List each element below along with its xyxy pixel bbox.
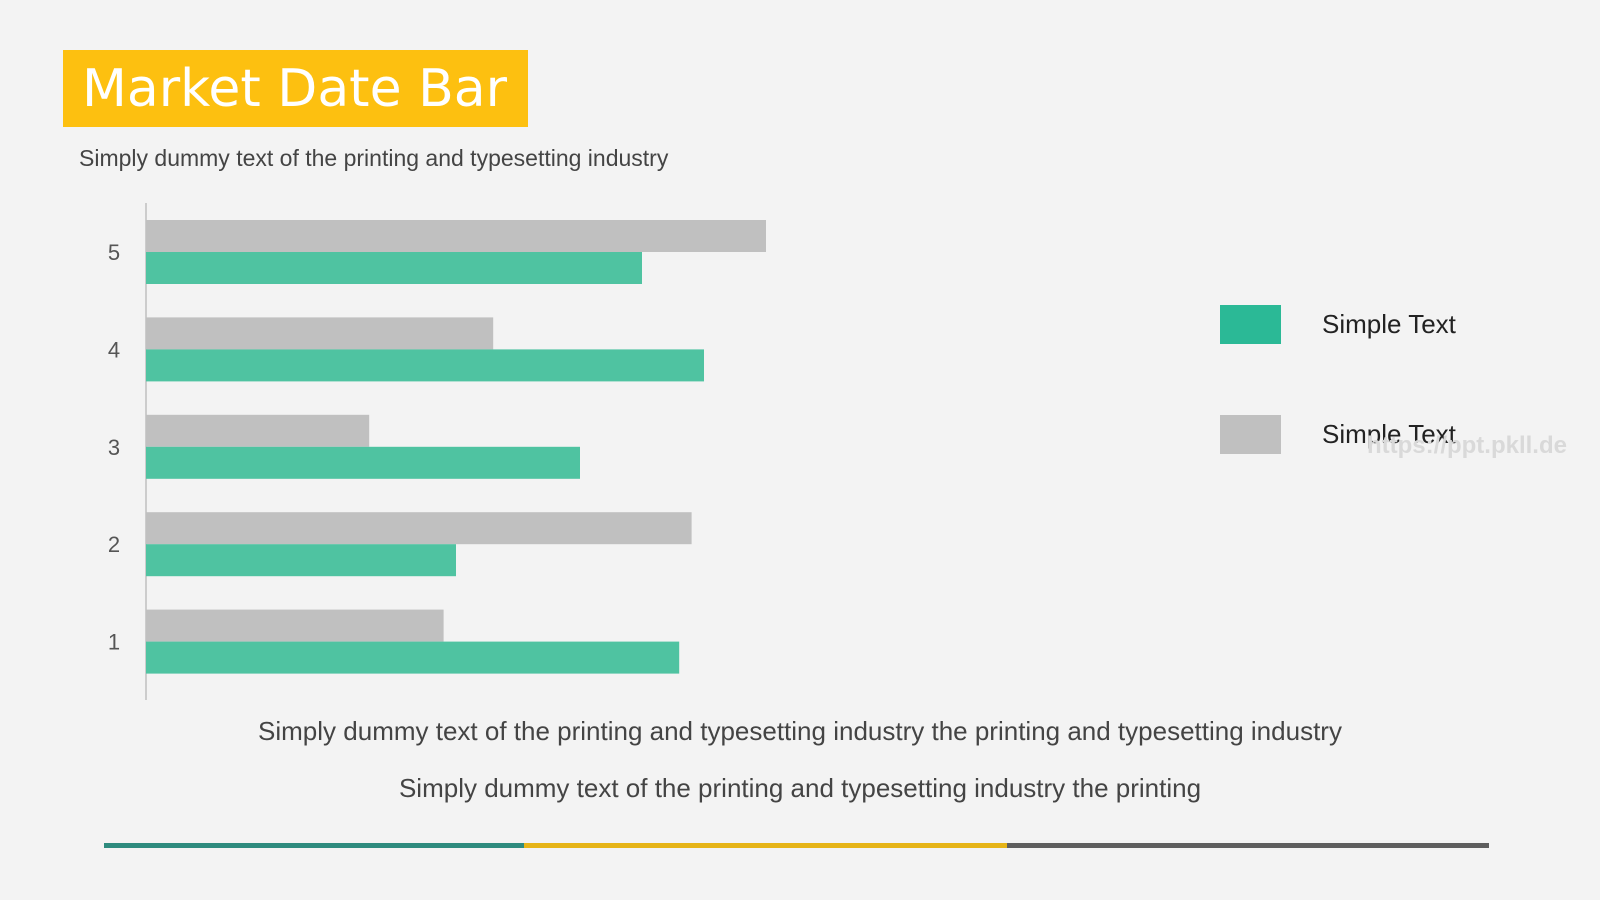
bar-chart: 1 2 3 4 5 [108, 203, 766, 700]
bar-green-2 [146, 544, 456, 577]
tick-label-2: 2 [108, 532, 120, 557]
bar-gray-4 [146, 317, 494, 350]
legend-label-gray: Simple Text [1322, 419, 1456, 449]
tick-label-3: 3 [108, 435, 120, 460]
bar-gray-3 [146, 414, 370, 447]
bar-green-1 [146, 641, 680, 674]
bar-green-4 [146, 349, 704, 382]
legend-swatch-gray [1220, 415, 1281, 454]
footer-line-teal [104, 843, 524, 848]
page-subtitle: Simply dummy text of the printing and ty… [79, 145, 669, 171]
watermark: https://ppt.pkll.de [1367, 432, 1567, 459]
legend-label-green: Simple Text [1322, 309, 1456, 339]
tick-label-5: 5 [108, 240, 120, 265]
legend-item-gray: Simple Text [1220, 415, 1456, 454]
bar-gray-2 [146, 512, 692, 545]
tick-label-1: 1 [108, 630, 120, 655]
legend-swatch-green [1220, 305, 1281, 344]
legend-item-green: Simple Text [1220, 305, 1456, 344]
footer-line-dark [1007, 843, 1489, 848]
bar-gray-5 [146, 220, 766, 252]
title-banner: Market Date Bar [63, 50, 528, 127]
footer-line-yellow [524, 843, 1007, 848]
caption-line-1: Simply dummy text of the printing and ty… [258, 716, 1342, 746]
bar-green-5 [146, 252, 642, 284]
tick-label-4: 4 [108, 337, 120, 362]
page-title: Market Date Bar [82, 58, 508, 119]
caption-line-2: Simply dummy text of the printing and ty… [398, 773, 1202, 803]
bar-gray-1 [146, 609, 444, 642]
bar-green-3 [146, 446, 580, 479]
